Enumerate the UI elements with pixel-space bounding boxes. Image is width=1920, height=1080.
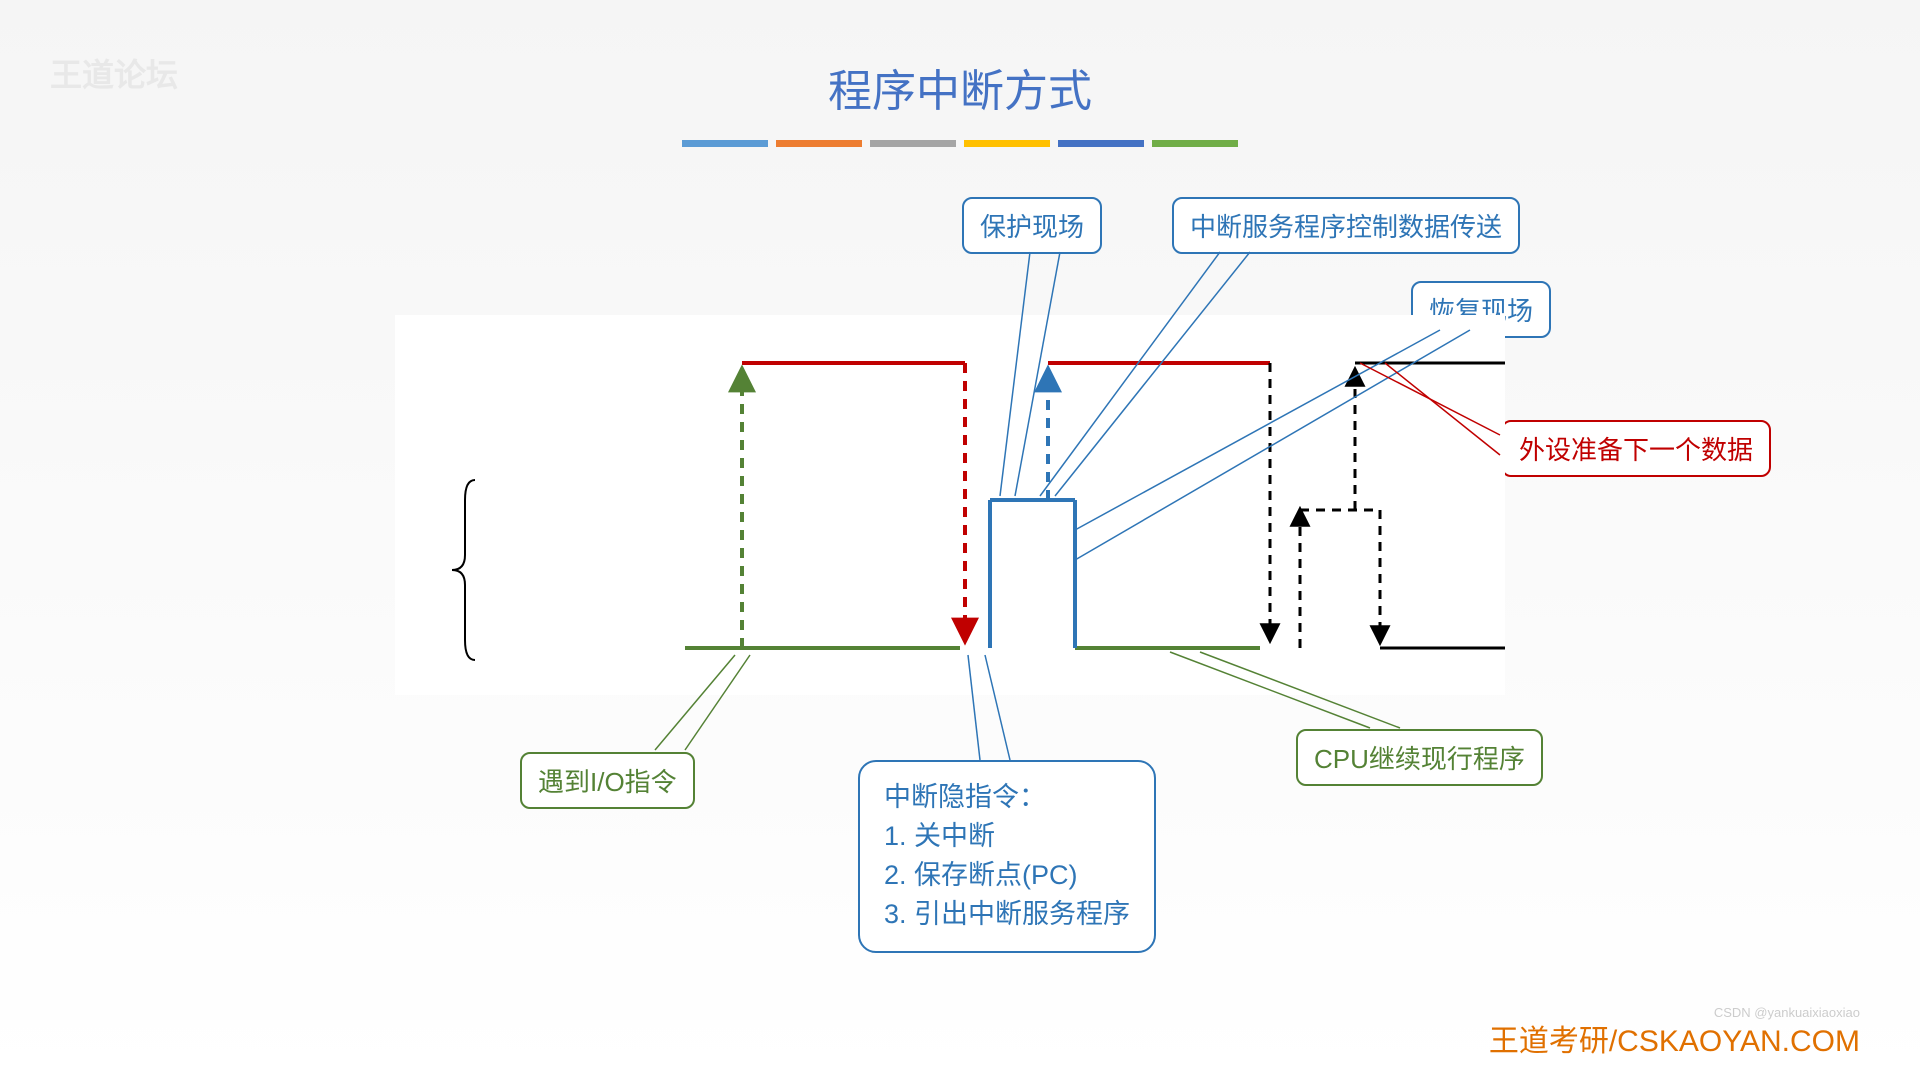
footer-brand: 王道考研/CSKAOYAN.COM [1489,1016,1860,1060]
diagram-svg [0,0,1920,1080]
